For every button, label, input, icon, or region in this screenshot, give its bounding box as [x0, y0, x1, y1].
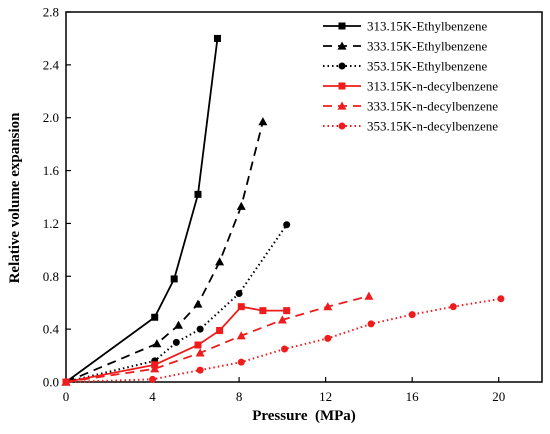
data-point — [259, 307, 267, 315]
y-tick-label: 2.4 — [43, 57, 60, 72]
data-point — [324, 334, 332, 342]
data-point — [150, 364, 160, 373]
legend-label: 353.15K-Ethylbenzene — [367, 59, 487, 74]
x-axis-label: Pressure (MPa) — [252, 408, 356, 424]
y-tick-label: 2.0 — [43, 110, 59, 125]
legend-label: 353.15K-n-decylbenzene — [367, 119, 498, 134]
data-point — [367, 320, 375, 328]
data-point — [258, 117, 268, 126]
y-axis: 0.0 0.4 0.8 1.2 1.6 2.0 2.4 2.8 — [43, 5, 71, 390]
data-point — [237, 303, 245, 311]
data-point — [196, 325, 204, 333]
data-point — [497, 295, 505, 303]
plot-frame — [65, 11, 543, 383]
x-tick-label: 16 — [406, 389, 420, 404]
y-tick-label: 0.4 — [43, 322, 60, 337]
x-tick-label: 0 — [63, 389, 70, 404]
x-tick-label: 8 — [236, 389, 243, 404]
data-point — [194, 190, 202, 198]
x-tick-label: 4 — [149, 389, 156, 404]
x-tick-label: 12 — [319, 389, 332, 404]
legend-item: 353.15K-Ethylbenzene — [323, 59, 487, 74]
data-point — [408, 311, 416, 319]
series-0 — [62, 34, 221, 386]
legend: 313.15K-Ethylbenzene 333.15K-Ethylbenzene… — [323, 19, 498, 134]
data-point — [277, 315, 287, 324]
legend-marker — [337, 101, 347, 110]
series-layer — [61, 34, 505, 386]
legend-item: 333.15K-Ethylbenzene — [323, 39, 487, 54]
legend-item: 313.15K-Ethylbenzene — [323, 19, 487, 34]
y-tick-label: 1.6 — [43, 163, 60, 178]
y-tick-label: 0.0 — [43, 375, 59, 390]
data-point — [281, 345, 289, 353]
data-point — [364, 291, 374, 300]
data-point — [235, 289, 243, 297]
series-line — [65, 38, 219, 383]
y-tick-label: 0.8 — [43, 269, 59, 284]
y-tick-label: 1.2 — [43, 216, 59, 231]
series-line — [65, 297, 502, 383]
data-point — [213, 34, 221, 42]
legend-label: 313.15K-Ethylbenzene — [367, 19, 487, 34]
data-point — [449, 303, 457, 311]
legend-label: 333.15K-Ethylbenzene — [367, 39, 487, 54]
legend-marker — [338, 22, 346, 30]
data-point — [216, 326, 224, 334]
legend-item: 353.15K-n-decylbenzene — [323, 119, 498, 134]
legend-marker — [337, 41, 347, 50]
y-axis-label: Relative volume expansion — [7, 112, 23, 283]
legend-label: 333.15K-n-decylbenzene — [367, 99, 498, 114]
data-point — [236, 201, 246, 210]
data-point — [193, 299, 203, 308]
data-point — [62, 378, 70, 386]
legend-label: 313.15K-n-decylbenzene — [367, 79, 498, 94]
legend-marker — [338, 122, 346, 130]
data-point — [170, 275, 178, 283]
data-point — [152, 339, 162, 348]
y-tick-label: 2.8 — [43, 5, 59, 20]
legend-item: 333.15K-n-decylbenzene — [323, 99, 498, 114]
legend-item: 313.15K-n-decylbenzene — [323, 79, 498, 94]
data-point — [174, 320, 184, 329]
legend-marker — [338, 62, 346, 70]
data-point — [283, 307, 291, 315]
data-point — [237, 358, 245, 366]
data-point — [194, 341, 202, 349]
data-point — [283, 221, 291, 229]
data-point — [215, 257, 225, 266]
data-point — [172, 338, 180, 346]
series-line — [65, 121, 264, 383]
data-point — [149, 375, 157, 383]
series-1 — [61, 117, 268, 386]
data-point — [236, 331, 246, 340]
data-point — [196, 366, 204, 374]
x-tick-label: 20 — [492, 389, 505, 404]
data-point — [195, 348, 205, 357]
legend-marker — [338, 82, 346, 90]
data-point — [151, 313, 159, 321]
series-5 — [62, 295, 505, 386]
data-point — [323, 302, 333, 311]
x-axis: 0 4 8 12 16 20 — [63, 377, 505, 404]
